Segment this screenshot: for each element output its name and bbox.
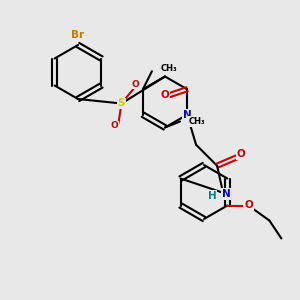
Text: H: H	[208, 191, 217, 201]
Text: S: S	[118, 98, 125, 109]
Text: CH₃: CH₃	[188, 117, 205, 126]
Text: O: O	[160, 90, 169, 100]
Text: O: O	[237, 149, 245, 159]
Text: N: N	[183, 110, 191, 120]
Text: CH₃: CH₃	[160, 64, 177, 73]
Text: O: O	[110, 122, 118, 130]
Text: Br: Br	[71, 29, 85, 40]
Text: N: N	[222, 189, 230, 199]
Text: O: O	[244, 200, 253, 211]
Text: O: O	[131, 80, 139, 88]
